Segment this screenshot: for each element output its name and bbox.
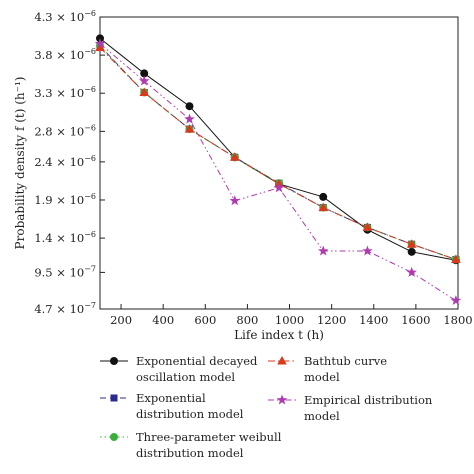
data-point <box>362 245 373 256</box>
data-point <box>229 195 241 206</box>
legend-marker <box>276 394 288 405</box>
tick-labels: 200 400 600 800 1000 1200 1400 1600 1800 4.7 × 10… <box>34 9 472 327</box>
legend-label: Exponential decayed <box>136 354 258 368</box>
plot-area <box>94 34 462 306</box>
data-point <box>185 102 194 111</box>
series-line <box>99 43 457 302</box>
data-point <box>184 124 195 133</box>
x-tick-label: 1800 <box>443 313 472 327</box>
legend-item: Three-parameter weibull distribution mode… <box>100 430 282 460</box>
legend-marker <box>110 357 118 365</box>
data-point <box>184 113 195 124</box>
legend-label: distribution model <box>136 407 244 421</box>
legend-item: Bathtub curve model <box>268 354 387 384</box>
legend-label: Empirical distribution <box>304 393 433 407</box>
legend-label: Three-parameter weibull <box>136 430 282 444</box>
legend-marker <box>277 356 287 365</box>
y-tick-label: 9.5 × 10−7 <box>34 264 96 279</box>
legend-marker <box>110 433 118 441</box>
x-tick-label: 200 <box>110 313 132 327</box>
legend-label: oscillation model <box>136 370 235 384</box>
y-tick-label: 1.9 × 10−6 <box>34 192 96 207</box>
y-tick-label: 2.4 × 10−6 <box>34 154 96 169</box>
data-point <box>451 254 461 263</box>
series-line <box>99 37 456 261</box>
y-tick-label: 3.3 × 10−6 <box>34 85 96 100</box>
legend-marker <box>110 394 118 402</box>
data-point <box>450 295 462 306</box>
axes <box>99 16 459 310</box>
x-tick-label: 1600 <box>401 313 430 327</box>
data-point <box>273 182 285 193</box>
data-point <box>139 87 150 96</box>
data-point <box>94 38 106 49</box>
legend-label: model <box>304 409 340 423</box>
data-point <box>319 192 328 201</box>
legend-item: Empirical distribution model <box>268 393 433 423</box>
data-point <box>138 75 150 86</box>
legend-item: Exponential decayed oscillation model <box>100 354 258 384</box>
x-tick-label: 1000 <box>275 313 304 327</box>
series-2 <box>96 41 460 264</box>
x-axis-label: Life index t (h) <box>234 328 324 342</box>
series-line <box>99 47 457 260</box>
series-4 <box>94 38 462 306</box>
series-line <box>99 45 457 260</box>
data-point <box>407 247 416 256</box>
data-point <box>406 239 417 248</box>
x-tick-label: 1400 <box>359 313 388 327</box>
y-tick-label: 2.8 × 10−6 <box>34 123 96 138</box>
data-point <box>140 69 149 78</box>
x-tick-label: 400 <box>152 313 174 327</box>
x-tick-label: 800 <box>236 313 258 327</box>
x-tick-label: 600 <box>194 313 216 327</box>
series-1 <box>96 42 460 263</box>
series-3 <box>95 42 461 263</box>
data-point <box>95 42 105 51</box>
data-point <box>229 152 240 161</box>
series-line <box>99 45 457 260</box>
y-tick-label: 4.7 × 10−7 <box>34 301 96 316</box>
legend-item: Exponential distribution model <box>100 391 244 421</box>
plot-frame <box>99 16 459 310</box>
legend-label: Bathtub curve <box>304 354 387 368</box>
x-tick-label: 1200 <box>317 313 346 327</box>
data-point <box>318 202 329 212</box>
legend-label: Exponential <box>136 391 206 405</box>
y-tick-label: 4.3 × 10−6 <box>34 9 96 24</box>
y-tick-label: 1.4 × 10−6 <box>34 230 96 245</box>
y-axis-label: Probability density f (t) (h⁻¹) <box>13 77 27 250</box>
legend-label: distribution model <box>136 446 244 460</box>
series-0 <box>96 34 460 265</box>
data-point <box>362 222 373 231</box>
y-tick-label: 3.8 × 10−6 <box>34 47 96 62</box>
legend-label: model <box>304 370 340 384</box>
data-point <box>406 266 417 277</box>
data-point <box>317 245 329 256</box>
